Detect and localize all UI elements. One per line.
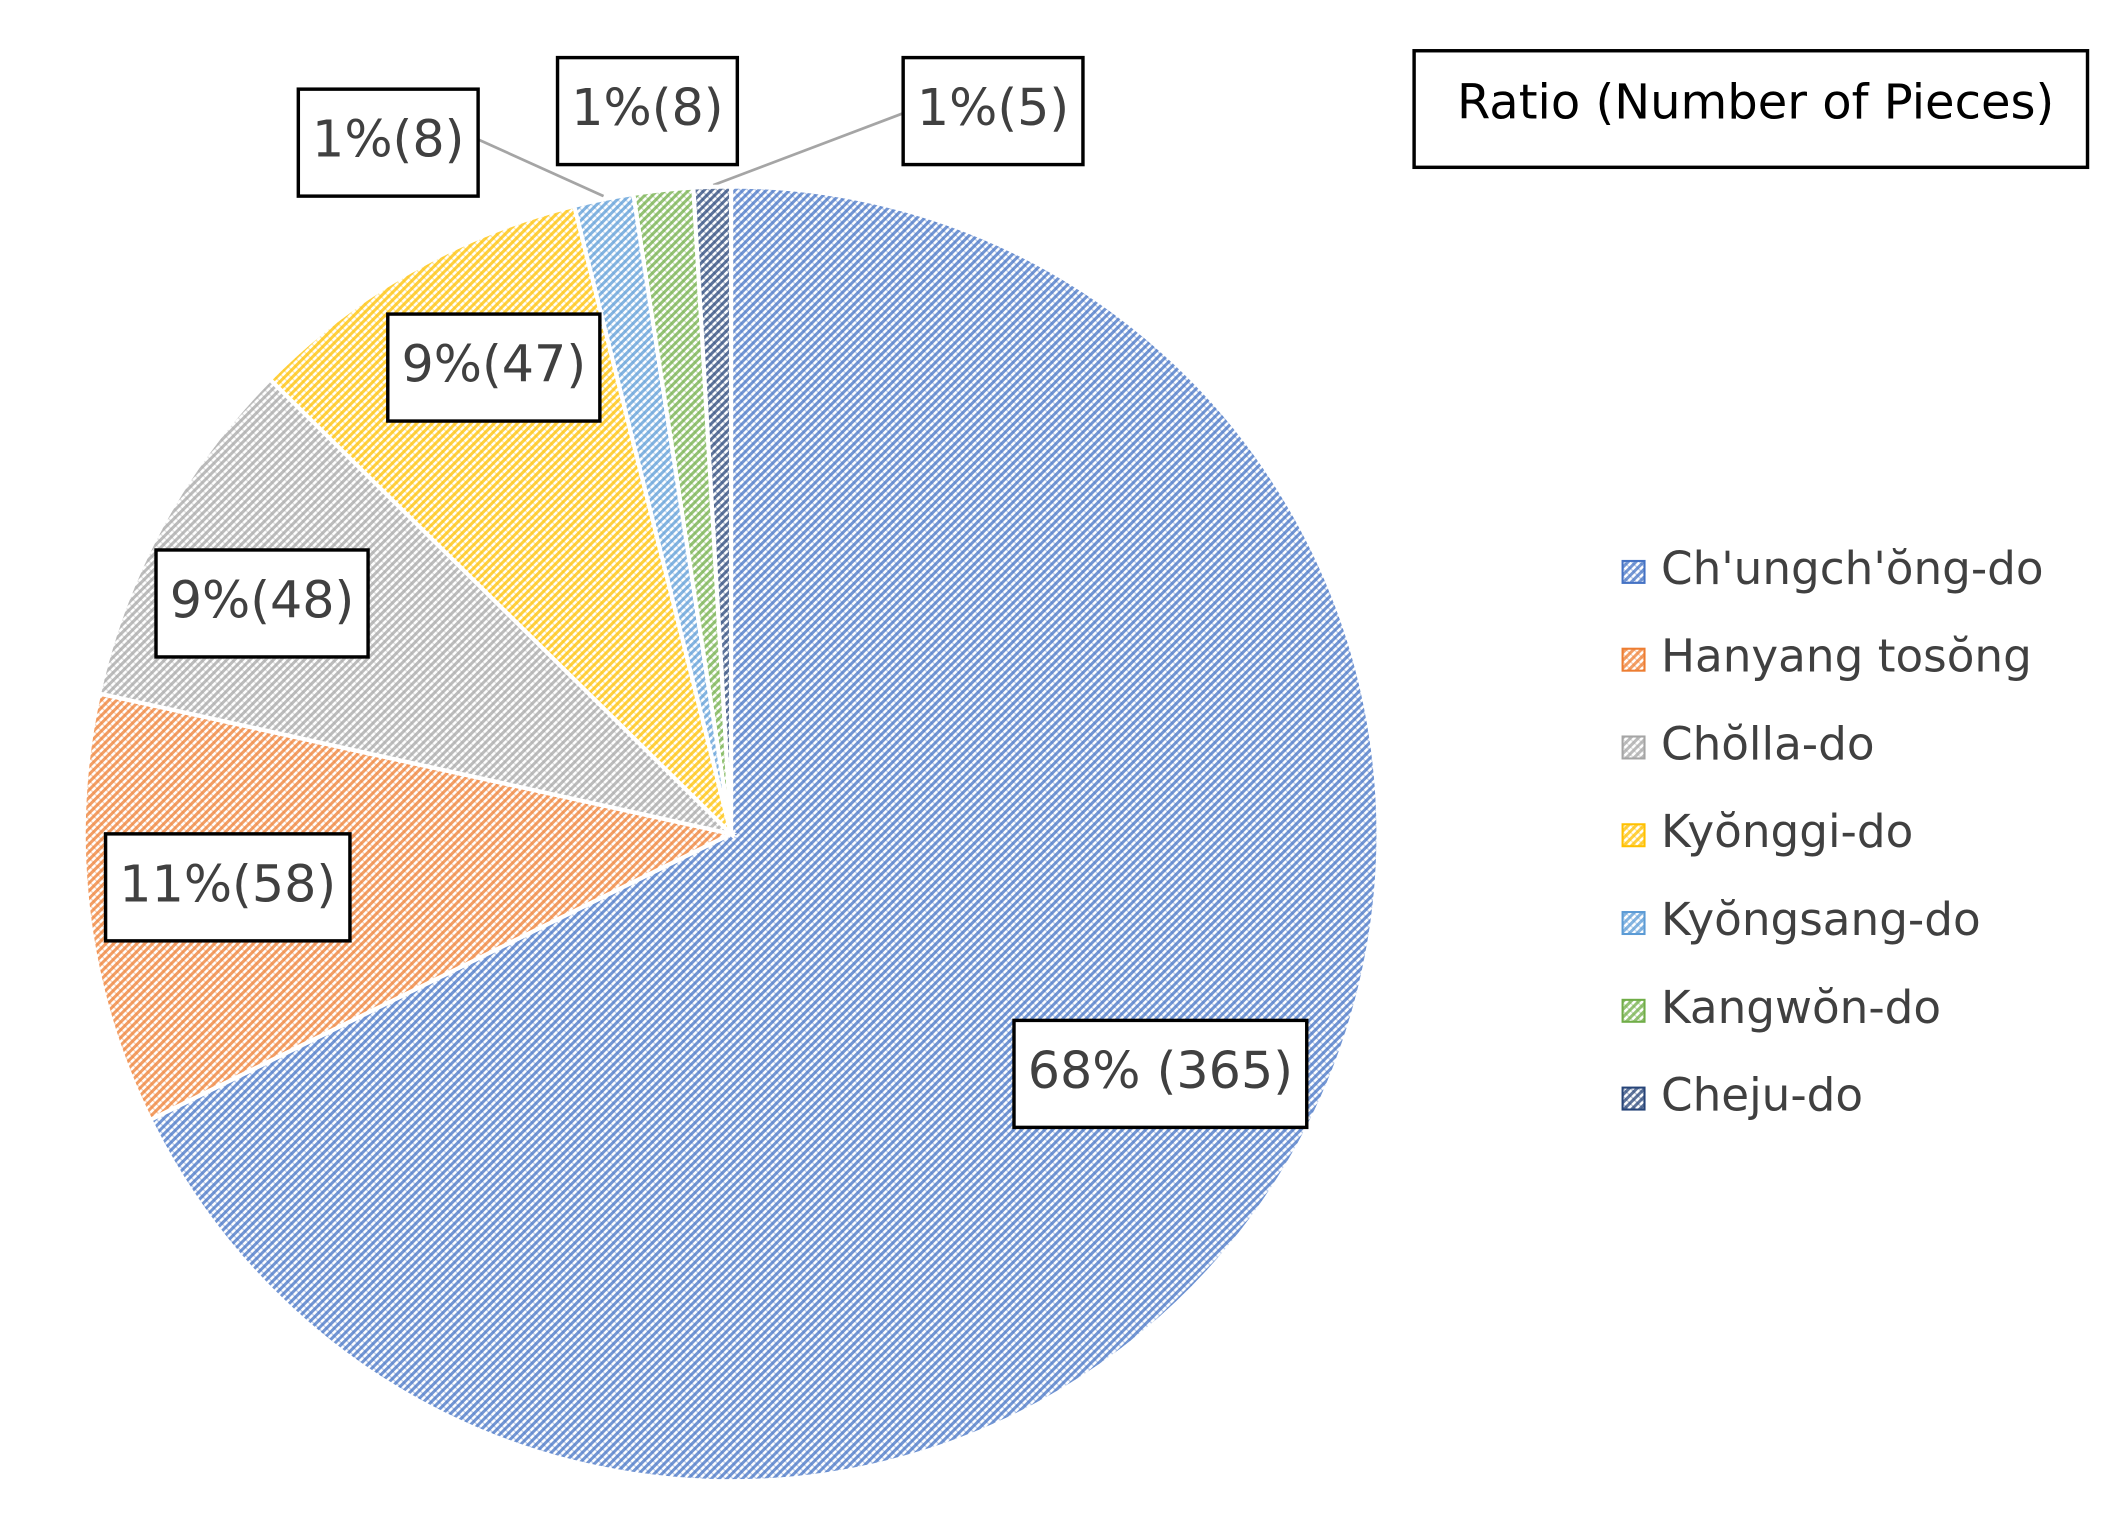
pie-slice: [267, 203, 735, 841]
pie-slice: [691, 184, 734, 834]
pie-slice: [147, 184, 1381, 1484]
data-label: 11%(58): [119, 854, 336, 913]
legend-swatch: [1621, 1086, 1646, 1111]
chart-title: Ratio (Number of Pieces): [1457, 75, 2054, 131]
legend-label: Chŏlla-do: [1661, 717, 1875, 770]
legend-label: Kyŏngsang-do: [1661, 893, 1981, 946]
data-label: 1%(8): [312, 110, 464, 169]
data-label: 9%(47): [402, 335, 587, 394]
data-label-box: [103, 832, 352, 943]
data-label-box: [154, 548, 370, 659]
title-box: [1412, 49, 2090, 170]
leader-line: [712, 111, 906, 187]
legend-swatch: [1621, 911, 1646, 936]
leader-line: [475, 137, 605, 198]
data-label-box: [386, 312, 602, 423]
legend-swatch: [1621, 559, 1646, 584]
legend-swatch: [1621, 998, 1646, 1023]
legend-swatch: [1621, 823, 1646, 848]
data-label: 68% (365): [1028, 1041, 1293, 1100]
pie-slice: [96, 376, 738, 838]
legend-label: Cheju-do: [1661, 1069, 1863, 1122]
data-label-box: [901, 55, 1085, 167]
data-label-box: [1012, 1018, 1309, 1130]
pie-slice: [81, 691, 738, 1123]
legend-swatch: [1621, 647, 1646, 672]
legend-label: Kangwŏn-do: [1661, 981, 1941, 1034]
legend-swatch: [1621, 735, 1646, 760]
data-label: 1%(5): [917, 78, 1069, 137]
data-label: 1%(8): [571, 78, 723, 137]
data-label: 9%(48): [170, 570, 355, 629]
data-label-box: [555, 55, 740, 167]
legend-label: Hanyang tosŏng: [1661, 630, 2032, 683]
data-label-box: [296, 87, 480, 198]
legend-label: Kyŏnggi-do: [1661, 805, 1913, 858]
legend-label: Ch'ungch'ŏng-do: [1661, 542, 2044, 595]
